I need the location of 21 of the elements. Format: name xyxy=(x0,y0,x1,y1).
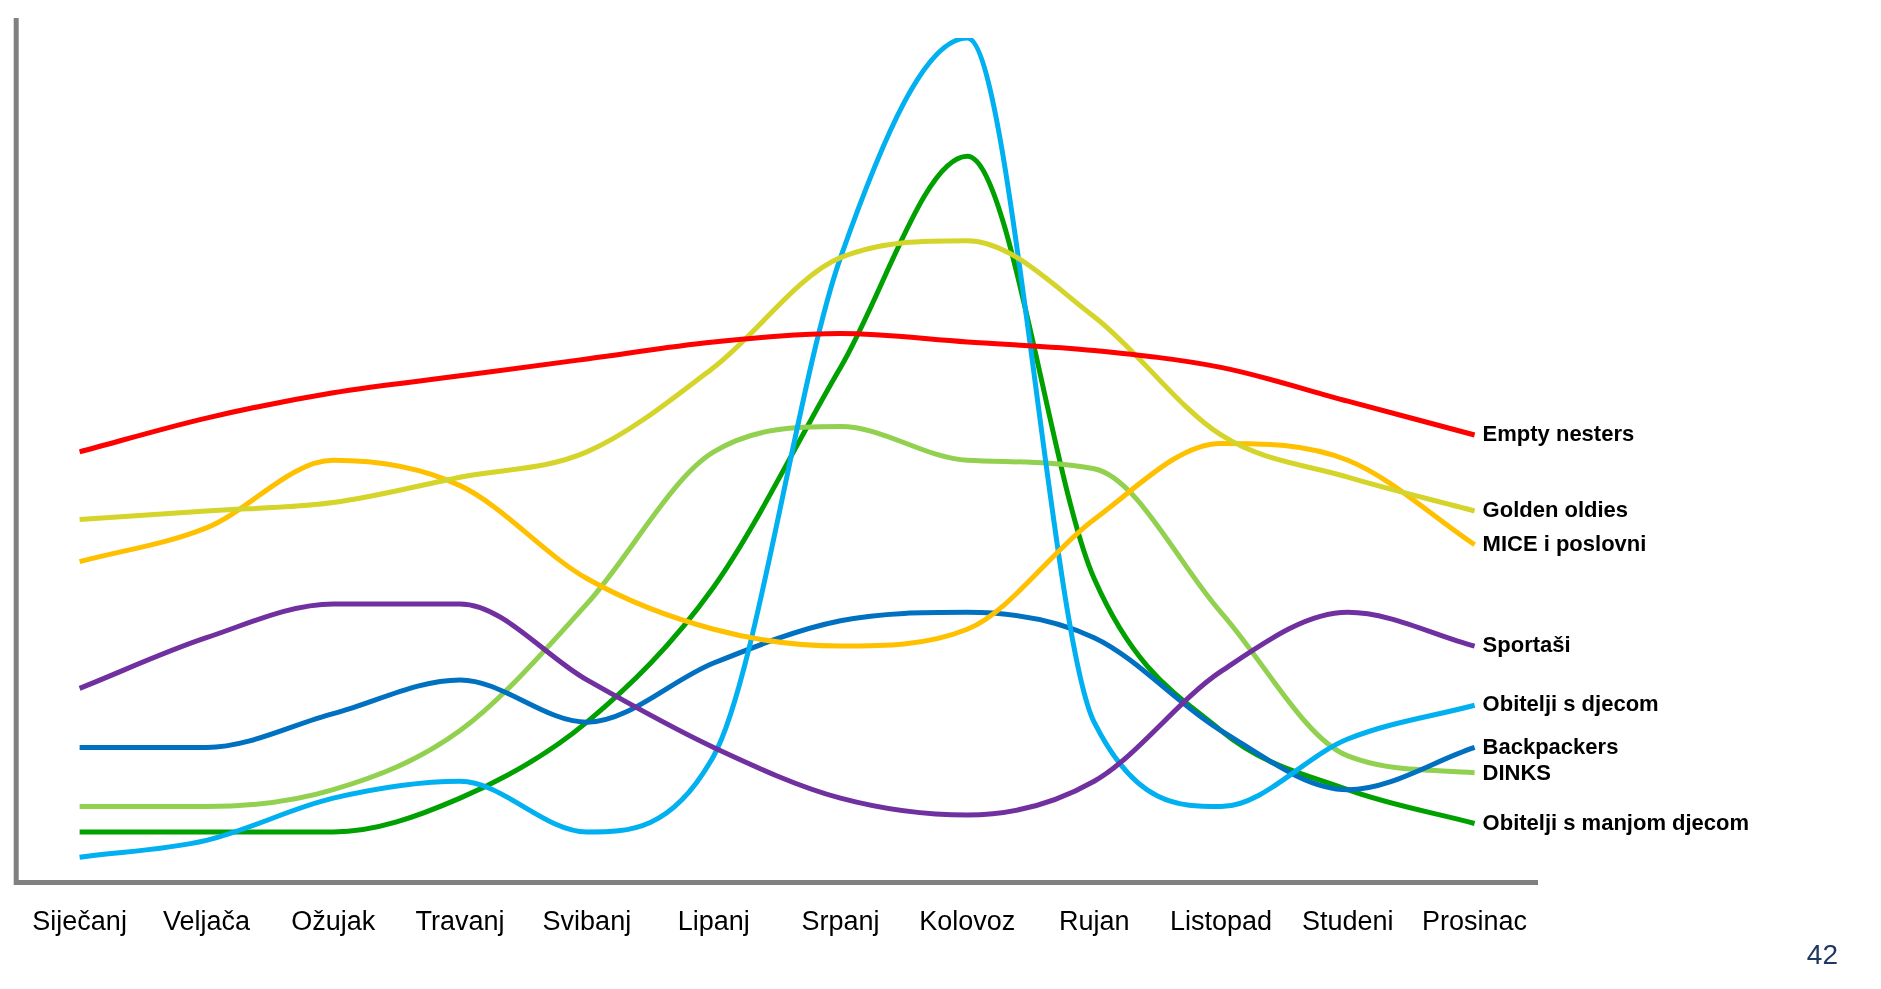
x-tick-label: Srpanj xyxy=(801,906,880,937)
series-label: MICE i poslovni xyxy=(1482,530,1647,556)
x-tick-label: Prosinac xyxy=(1422,906,1528,937)
series-label: Golden oldies xyxy=(1482,497,1629,523)
series-label: Backpackers xyxy=(1482,733,1619,759)
x-tick-label: Rujan xyxy=(1058,906,1130,937)
x-tick-label: Siječanj xyxy=(32,906,127,937)
series-label: Sportaši xyxy=(1482,632,1571,658)
series-label: Obitelji s djecom xyxy=(1482,691,1659,717)
x-tick-label: Kolovoz xyxy=(919,906,1016,937)
x-tick-label: Studeni xyxy=(1301,906,1394,937)
series-label: DINKS xyxy=(1482,759,1552,785)
x-tick-label: Lipanj xyxy=(677,906,750,937)
x-tick-label: Travanj xyxy=(415,906,505,937)
text: 42 xyxy=(1806,939,1838,971)
series-label: Obitelji s manjom djecom xyxy=(1482,809,1750,835)
x-tick-label: Svibanj xyxy=(542,906,632,937)
x-tick-label: Ožujak xyxy=(291,906,376,937)
series-label: Empty nesters xyxy=(1482,421,1635,447)
x-tick-label: Listopad xyxy=(1169,906,1273,937)
x-tick-label: Veljača xyxy=(162,906,251,937)
